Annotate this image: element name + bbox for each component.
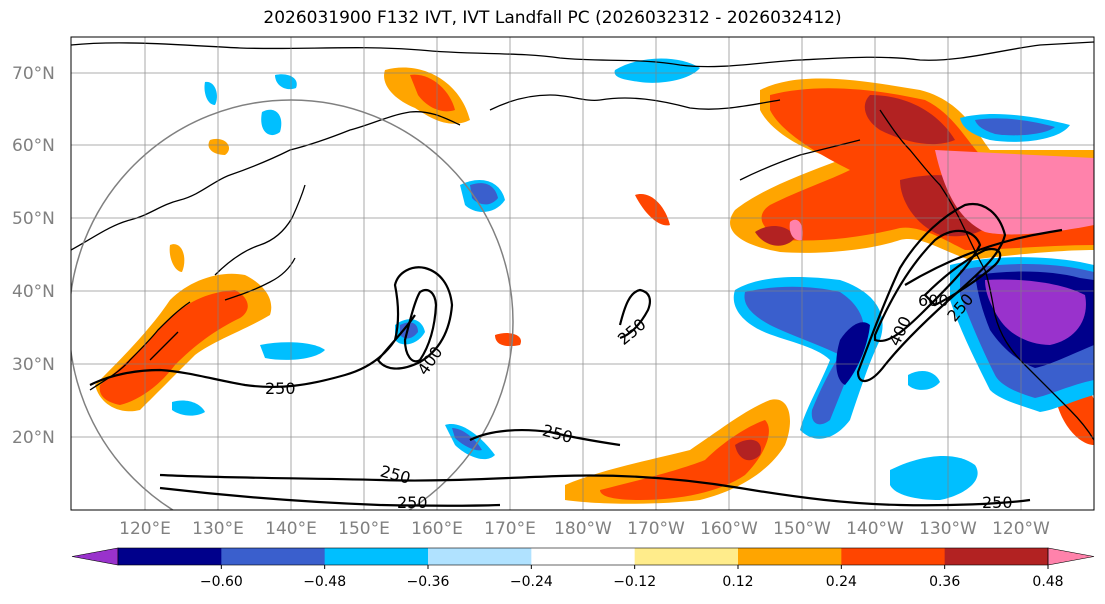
coastlines xyxy=(71,41,1094,441)
contour-label-600-ar: 600 xyxy=(918,291,949,310)
lat-label: 20°N xyxy=(12,428,55,448)
colorbar-segment xyxy=(531,548,636,565)
colorbar-tick-label: −0.60 xyxy=(200,574,243,590)
colorbar: −0.60 −0.48 −0.36 −0.24 −0.12 0.12 0.24 0.36 0.4… xyxy=(71,547,1095,590)
colorbar-outline xyxy=(117,547,1049,566)
colorbar-tick-label: −0.36 xyxy=(407,574,450,590)
contour-label-250-southeast: 250 xyxy=(982,493,1013,512)
pc-region-kamchatka-dot xyxy=(208,138,230,155)
pc-region-midlat-negative-core xyxy=(400,322,418,339)
pc-region-japan-negative xyxy=(260,342,325,360)
lon-label: 120°W xyxy=(992,519,1050,539)
lon-label: 140°E xyxy=(265,519,317,539)
pc-region-kuril-negative-core xyxy=(470,183,498,205)
lon-label: 150°W xyxy=(773,519,831,539)
pc-region-east-asia-core xyxy=(99,290,248,405)
colorbar-segment xyxy=(428,548,532,565)
pc-region-subtropic-negative-core xyxy=(452,428,482,451)
map-frame xyxy=(70,36,1095,511)
lat-label: 30°N xyxy=(12,355,55,375)
lon-label: 170°E xyxy=(484,519,536,539)
ivt-contour-400-ar xyxy=(873,229,982,343)
longitude-labels: 120°E 130°E 140°E 150°E 160°E 170°E 180°… xyxy=(119,519,1050,539)
lat-label: 50°N xyxy=(12,209,55,229)
colorbar-segment xyxy=(324,548,429,565)
landfall-region-circle xyxy=(71,99,514,510)
colorbar-segment xyxy=(634,548,739,565)
colorbar-segment xyxy=(221,548,326,565)
pc-region-west-pacific-blob xyxy=(635,194,670,226)
lat-label: 40°N xyxy=(12,282,55,302)
ivt-contour-250-east xyxy=(904,228,1063,286)
pc-region-korea xyxy=(169,244,185,272)
lon-label: 140°W xyxy=(846,519,904,539)
ivt-contour-250-central xyxy=(618,288,651,340)
colorbar-extend-min xyxy=(71,547,119,566)
lon-label: 130°W xyxy=(919,519,977,539)
colorbar-extend-max xyxy=(1047,547,1095,566)
lon-label: 130°E xyxy=(192,519,244,539)
colorbar-segment xyxy=(118,548,222,565)
map-title: 2026031900 F132 IVT, IVT Landfall PC (20… xyxy=(263,8,842,28)
lat-label: 60°N xyxy=(12,136,55,156)
contour-label-250-japan: 250 xyxy=(265,379,296,398)
pc-region-gulf-alaska-core xyxy=(864,95,955,145)
colorbar-tick-label: 0.24 xyxy=(826,574,857,590)
pc-region-subtropic-blob xyxy=(495,333,521,347)
lon-label: 160°E xyxy=(411,519,463,539)
colorbar-segment xyxy=(841,548,946,565)
lon-label: 120°E xyxy=(119,519,171,539)
lon-label: 160°W xyxy=(700,519,758,539)
pc-region-ne-pacific-negative-core xyxy=(836,322,870,385)
latitude-labels: 70°N 60°N 50°N 40°N 30°N 20°N xyxy=(12,64,55,448)
pc-region-max-positive xyxy=(935,150,1094,235)
ivt-contour-250-south xyxy=(159,473,1031,507)
pc-region-central-pacific-core xyxy=(600,420,769,500)
lat-label: 70°N xyxy=(12,64,55,84)
colorbar-tick-label: 0.36 xyxy=(929,574,960,590)
colorbar-tick-label: 0.48 xyxy=(1032,574,1063,590)
pc-region-ne-pacific-negative-mid xyxy=(744,286,864,425)
ivt-contour-600-ar xyxy=(923,247,1002,307)
pc-region-siberia-negative-2 xyxy=(204,81,217,105)
lon-label: 170°W xyxy=(627,519,685,539)
grid-lines xyxy=(71,37,1094,510)
colorbar-tick-label: −0.12 xyxy=(613,574,656,590)
pc-region-west-us-min xyxy=(985,279,1086,345)
pc-region-south-negative xyxy=(890,455,978,500)
colorbar-tick-label: −0.24 xyxy=(510,574,553,590)
ivt-contour-250-subtropic xyxy=(469,428,621,447)
pc-region-hawaii-core xyxy=(735,439,761,461)
pc-region-taiwan-negative xyxy=(172,400,205,416)
ivt-contour-250-ar xyxy=(856,202,1007,382)
lon-label: 180°W xyxy=(554,519,612,539)
colorbar-tick-label: −0.48 xyxy=(303,574,346,590)
filled-contours xyxy=(95,58,1094,504)
ivt-contour-400 xyxy=(403,289,438,363)
pc-region-chukchi-core xyxy=(410,74,455,112)
map-content: 250 400 250 250 250 250 250 400 600 250 xyxy=(71,37,1094,512)
ivt-contour-250-west xyxy=(89,266,454,389)
pc-region-ne-pacific-pink xyxy=(789,219,803,241)
ivt-contour-250-southwest xyxy=(159,486,501,507)
colorbar-segment xyxy=(944,548,1049,565)
lon-label: 150°E xyxy=(338,519,390,539)
pc-region-alaska-negative-core xyxy=(975,118,1055,136)
contour-label-250-southwest: 250 xyxy=(397,493,428,512)
colorbar-tick-label: 0.12 xyxy=(722,574,753,590)
ivt-contours xyxy=(89,202,1063,507)
colorbar-segment xyxy=(738,548,842,565)
pc-region-siberia-negative xyxy=(261,109,282,136)
pc-region-east-negative xyxy=(908,370,940,390)
pc-region-ne-pacific-blob xyxy=(755,226,795,246)
